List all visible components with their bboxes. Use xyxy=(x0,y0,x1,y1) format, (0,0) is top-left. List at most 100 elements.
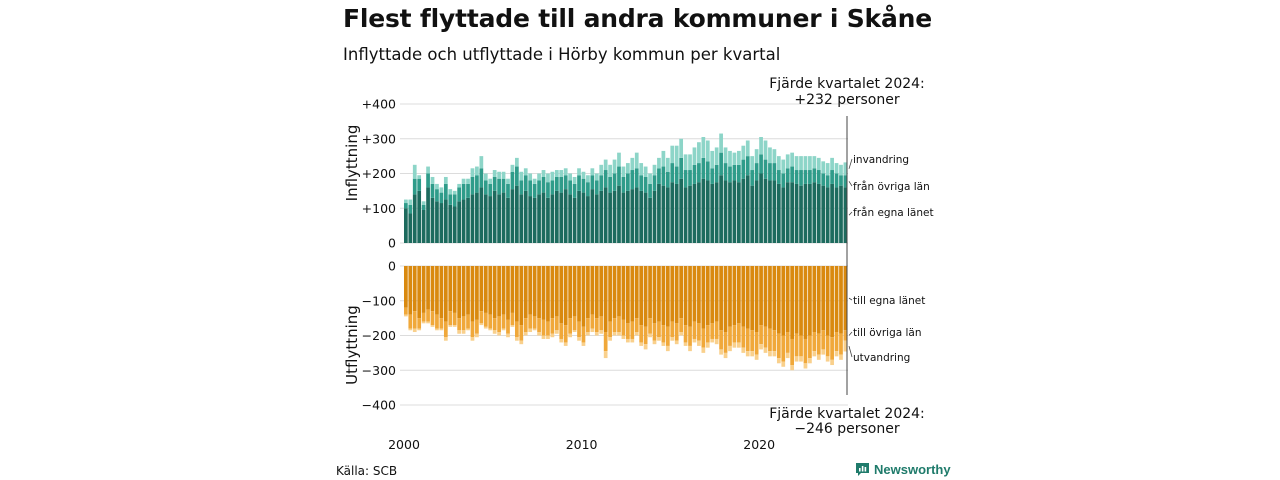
bar-inflyttning xyxy=(630,170,635,190)
bar-utflyttning xyxy=(430,266,435,312)
bar-inflyttning xyxy=(799,170,803,186)
bar-utflyttning xyxy=(710,266,715,324)
bar-inflyttning xyxy=(830,157,834,171)
bar-inflyttning xyxy=(483,180,488,195)
bar-utflyttning xyxy=(515,321,519,338)
bar-inflyttning xyxy=(590,168,595,176)
bar-inflyttning xyxy=(781,173,786,188)
bar-utflyttning xyxy=(714,266,719,322)
bar-inflyttning xyxy=(568,173,573,181)
bar-inflyttning xyxy=(674,145,679,167)
bar-utflyttning xyxy=(510,266,515,313)
bar-utflyttning xyxy=(479,323,484,326)
bar-inflyttning xyxy=(639,163,644,176)
bar-inflyttning xyxy=(661,185,666,243)
series-leader xyxy=(848,211,853,216)
bar-inflyttning xyxy=(457,183,462,188)
bar-utflyttning xyxy=(590,314,595,329)
bar-inflyttning xyxy=(794,183,799,243)
bar-inflyttning xyxy=(737,150,741,165)
bar-inflyttning xyxy=(466,197,470,243)
bar-utflyttning xyxy=(661,342,666,346)
bar-inflyttning xyxy=(497,194,501,243)
bar-inflyttning xyxy=(626,173,630,191)
bar-utflyttning xyxy=(426,321,430,324)
bar-utflyttning xyxy=(430,325,435,327)
bar-utflyttning xyxy=(537,332,541,336)
bar-utflyttning xyxy=(799,335,803,357)
bar-utflyttning xyxy=(639,325,644,343)
bar-inflyttning xyxy=(737,182,741,243)
bar-inflyttning xyxy=(830,170,834,184)
series-label: från övriga län xyxy=(853,180,930,193)
bar-utflyttning xyxy=(750,330,755,352)
bar-inflyttning xyxy=(754,149,759,164)
bar-utflyttning xyxy=(470,321,475,338)
bar-utflyttning xyxy=(541,319,546,336)
bar-utflyttning xyxy=(443,337,448,341)
series-leader xyxy=(848,158,853,169)
bar-inflyttning xyxy=(701,178,706,243)
bar-utflyttning xyxy=(568,318,573,334)
bar-utflyttning xyxy=(430,311,435,326)
bar-utflyttning xyxy=(781,266,786,336)
bar-utflyttning xyxy=(501,328,506,331)
bar-inflyttning xyxy=(426,166,430,174)
bar-inflyttning xyxy=(448,194,453,205)
series-label: till övriga län xyxy=(853,327,922,339)
bar-inflyttning xyxy=(510,171,515,190)
bar-inflyttning xyxy=(457,201,462,243)
bar-inflyttning xyxy=(528,180,533,197)
bar-inflyttning xyxy=(759,154,763,174)
bar-utflyttning xyxy=(768,351,772,357)
bar-utflyttning xyxy=(586,266,590,319)
bar-inflyttning xyxy=(697,163,701,183)
bar-utflyttning xyxy=(617,332,621,336)
bar-utflyttning xyxy=(803,338,808,364)
bar-utflyttning xyxy=(839,354,843,360)
bar-inflyttning xyxy=(448,204,453,243)
bar-utflyttning xyxy=(732,325,737,343)
bar-utflyttning xyxy=(483,266,488,313)
bar-inflyttning xyxy=(768,163,772,181)
bar-inflyttning xyxy=(417,175,422,179)
bar-utflyttning xyxy=(799,356,803,362)
bar-inflyttning xyxy=(537,180,541,195)
bar-utflyttning xyxy=(652,266,657,324)
bar-inflyttning xyxy=(501,171,506,179)
bar-utflyttning xyxy=(705,325,710,343)
bar-utflyttning xyxy=(803,266,808,339)
bar-utflyttning xyxy=(608,266,612,322)
bar-inflyttning xyxy=(679,157,684,179)
bar-utflyttning xyxy=(834,351,839,357)
bar-inflyttning xyxy=(692,183,697,243)
bar-utflyttning xyxy=(586,318,590,333)
bar-utflyttning xyxy=(661,325,666,343)
bar-inflyttning xyxy=(550,180,555,195)
bar-utflyttning xyxy=(621,335,626,339)
bar-inflyttning xyxy=(648,173,652,184)
bar-utflyttning xyxy=(586,332,590,336)
bar-utflyttning xyxy=(506,333,510,338)
bar-inflyttning xyxy=(488,178,493,184)
bar-inflyttning xyxy=(497,171,501,179)
bar-utflyttning xyxy=(537,266,541,319)
bar-inflyttning xyxy=(492,190,497,243)
bar-utflyttning xyxy=(492,266,497,319)
bar-inflyttning xyxy=(750,185,755,243)
bar-utflyttning xyxy=(581,342,586,346)
bar-utflyttning xyxy=(532,266,537,317)
bar-utflyttning xyxy=(417,328,422,331)
bar-utflyttning xyxy=(705,266,710,326)
bar-utflyttning xyxy=(488,328,493,331)
bar-utflyttning xyxy=(439,328,444,331)
bar-inflyttning xyxy=(528,173,533,181)
bar-inflyttning xyxy=(750,170,755,186)
bar-inflyttning xyxy=(643,192,648,243)
ytick-top: +200 xyxy=(362,166,396,181)
series-leader xyxy=(848,331,853,336)
bar-utflyttning xyxy=(621,266,626,320)
newsworthy-logo[interactable]: Newsworthy xyxy=(855,462,951,477)
bar-utflyttning xyxy=(603,351,608,359)
bar-utflyttning xyxy=(674,340,679,345)
